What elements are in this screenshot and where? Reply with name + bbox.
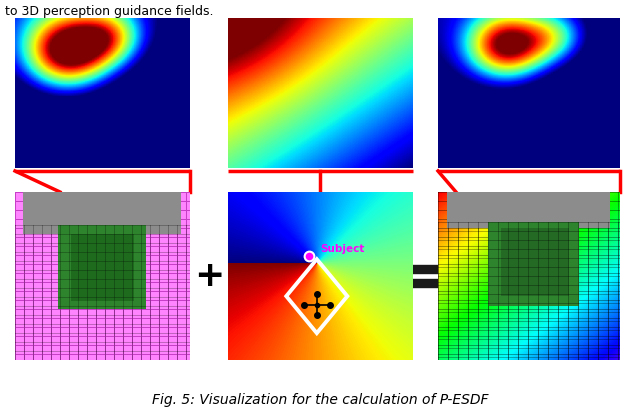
Text: +: + <box>194 259 224 293</box>
Text: Fig. 5: Visualization for the calculation of P-ESDF: Fig. 5: Visualization for the calculatio… <box>152 393 488 407</box>
Bar <box>406 279 445 287</box>
Bar <box>406 265 445 273</box>
Text: Subject: Subject <box>321 244 365 254</box>
Text: to 3D perception guidance fields.: to 3D perception guidance fields. <box>5 5 214 18</box>
